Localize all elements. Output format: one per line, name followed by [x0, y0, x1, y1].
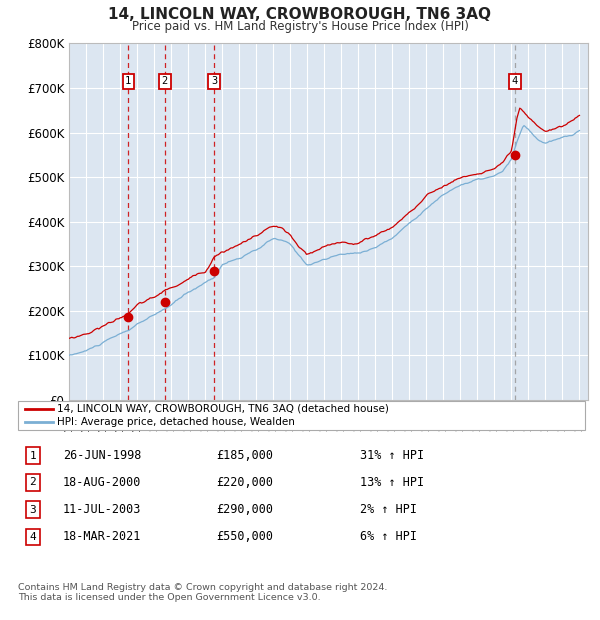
Text: 1: 1 [29, 451, 37, 461]
Text: £550,000: £550,000 [216, 531, 273, 543]
Text: £290,000: £290,000 [216, 503, 273, 516]
Text: 4: 4 [29, 532, 37, 542]
Text: 13% ↑ HPI: 13% ↑ HPI [360, 476, 424, 489]
Text: 18-AUG-2000: 18-AUG-2000 [63, 476, 142, 489]
Text: 18-MAR-2021: 18-MAR-2021 [63, 531, 142, 543]
Text: 14, LINCOLN WAY, CROWBOROUGH, TN6 3AQ: 14, LINCOLN WAY, CROWBOROUGH, TN6 3AQ [109, 7, 491, 22]
Text: 3: 3 [211, 76, 217, 86]
Text: 14, LINCOLN WAY, CROWBOROUGH, TN6 3AQ (detached house): 14, LINCOLN WAY, CROWBOROUGH, TN6 3AQ (d… [57, 404, 389, 414]
Text: 4: 4 [512, 76, 518, 86]
Text: 6% ↑ HPI: 6% ↑ HPI [360, 531, 417, 543]
Text: 26-JUN-1998: 26-JUN-1998 [63, 450, 142, 462]
Text: 11-JUL-2003: 11-JUL-2003 [63, 503, 142, 516]
Text: Price paid vs. HM Land Registry's House Price Index (HPI): Price paid vs. HM Land Registry's House … [131, 20, 469, 33]
Text: 31% ↑ HPI: 31% ↑ HPI [360, 450, 424, 462]
Text: 1: 1 [125, 76, 131, 86]
Text: £185,000: £185,000 [216, 450, 273, 462]
Text: 2: 2 [29, 477, 37, 487]
Text: 3: 3 [29, 505, 37, 515]
Text: HPI: Average price, detached house, Wealden: HPI: Average price, detached house, Weal… [57, 417, 295, 427]
Text: 2% ↑ HPI: 2% ↑ HPI [360, 503, 417, 516]
Text: Contains HM Land Registry data © Crown copyright and database right 2024.
This d: Contains HM Land Registry data © Crown c… [18, 583, 388, 602]
Text: 2: 2 [162, 76, 168, 86]
Text: £220,000: £220,000 [216, 476, 273, 489]
